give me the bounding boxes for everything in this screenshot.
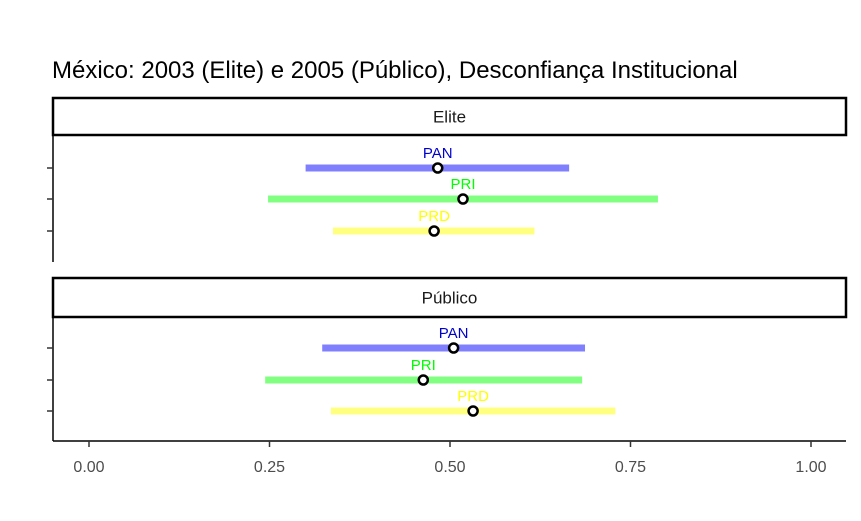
x-tick-label: 0.00	[73, 459, 104, 476]
point-label-pan: PAN	[439, 325, 469, 342]
estimate-point-pri	[417, 374, 430, 386]
point-label-pan: PAN	[423, 145, 453, 162]
chart-title: México: 2003 (Elite) e 2005 (Público), D…	[52, 57, 738, 84]
x-tick-label: 1.00	[795, 459, 826, 476]
facet-strip-label: Elite	[433, 108, 466, 127]
estimate-point-prd	[428, 225, 440, 237]
facet-strip	[51, 276, 848, 319]
facet-strip	[51, 96, 848, 137]
estimate-point-pan	[431, 162, 444, 174]
point-label-pri: PRI	[450, 176, 475, 193]
estimate-point-pri	[457, 193, 469, 205]
x-axis: 0.00 0.25 0.50 0.75 1.00	[53, 440, 846, 476]
estimate-point-prd	[467, 405, 479, 417]
estimate-point-pan	[447, 342, 460, 354]
point-label-prd: PRD	[418, 208, 450, 225]
x-tick-label: 0.25	[254, 459, 285, 476]
point-label-prd: PRD	[457, 388, 489, 405]
x-tick-label: 0.75	[615, 459, 646, 476]
facet-strip-label: Público	[422, 289, 478, 308]
x-tick-label: 0.50	[434, 459, 465, 476]
point-label-pri: PRI	[411, 357, 436, 374]
